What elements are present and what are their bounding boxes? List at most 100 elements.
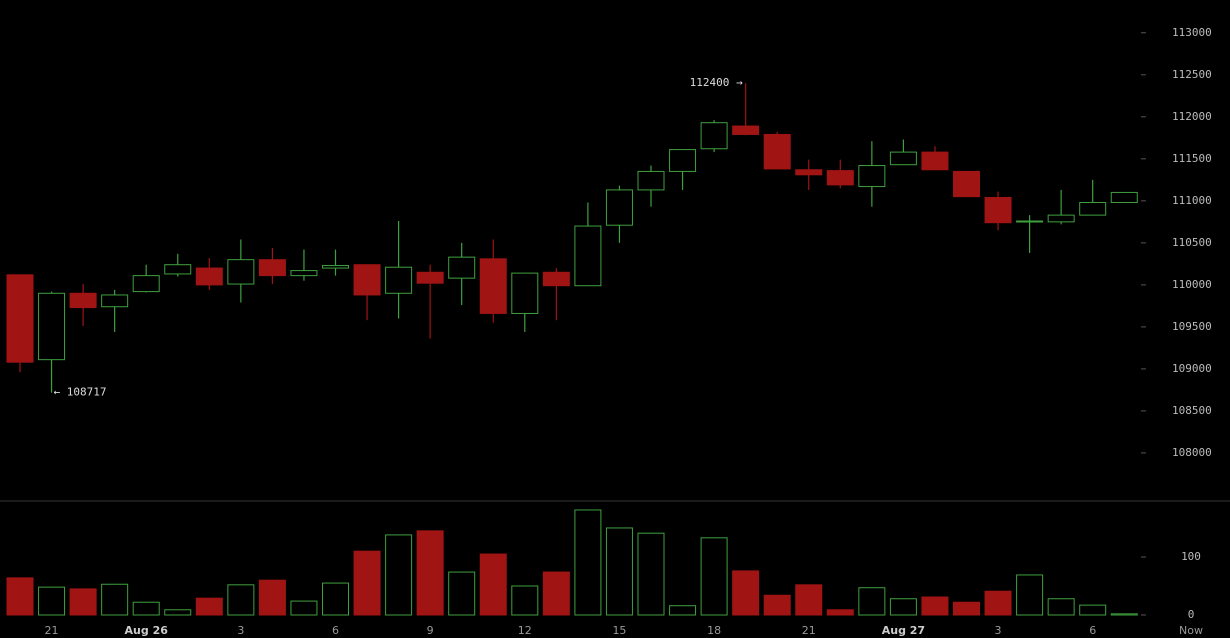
volume-bar: [826, 609, 854, 616]
volume-bar: [858, 587, 886, 616]
volume-bar: [669, 605, 697, 616]
candle-body: [669, 149, 697, 172]
volume-bar: [479, 553, 507, 616]
y-tick-label: 109500: [1172, 320, 1212, 333]
candle-body: [416, 271, 444, 284]
y-tick-label: 108500: [1172, 404, 1212, 417]
volume-bar: [290, 600, 318, 616]
candle-body: [6, 274, 34, 363]
volume-bar: [6, 577, 34, 616]
candle-body: [195, 267, 223, 286]
candle-body: [1047, 214, 1075, 223]
volume-bar: [1016, 574, 1044, 616]
volume-bar: [605, 527, 633, 616]
volume-bar: [69, 588, 97, 616]
candle-body: [479, 258, 507, 314]
y-tick-label: 109000: [1172, 362, 1212, 375]
y-tick-label: 113000: [1172, 26, 1212, 39]
x-tick-label: 6: [1089, 624, 1096, 637]
volume-bar: [1110, 613, 1138, 616]
candle-body: [385, 266, 413, 294]
candle-body: [732, 125, 760, 135]
candle-body: [889, 151, 917, 166]
volume-bar: [132, 601, 160, 616]
volume-bar: [164, 609, 192, 616]
candle-body: [164, 264, 192, 275]
x-tick-label: Aug 26: [125, 624, 169, 637]
volume-bar: [195, 597, 223, 616]
candle-body: [763, 133, 791, 170]
volume-bar: [322, 582, 349, 616]
volume-bar: [763, 594, 791, 616]
volume-bar: [258, 579, 286, 616]
x-tick-label: 21: [45, 624, 59, 637]
y-tick-label: 112500: [1172, 68, 1212, 81]
candle-body: [700, 122, 728, 150]
candle-body: [132, 275, 160, 293]
x-tick-label: 18: [707, 624, 721, 637]
y-tick-label: 112000: [1172, 110, 1212, 123]
candle-body: [921, 151, 949, 171]
x-tick-label: Aug 27: [882, 624, 925, 637]
candle-body: [101, 294, 129, 308]
volume-bar: [700, 537, 728, 616]
candle-body: [984, 196, 1012, 224]
candle-body: [69, 292, 97, 309]
candle-body: [38, 292, 66, 361]
volume-bar: [448, 571, 476, 616]
volume-bar: [385, 534, 413, 616]
x-end-label: Now: [1179, 624, 1203, 637]
candle-body: [322, 265, 349, 269]
high-annotation: 112400 →: [690, 76, 743, 89]
candle-body: [353, 264, 381, 296]
candle-body: [637, 170, 665, 191]
volume-bar: [101, 583, 129, 616]
candle-body: [448, 256, 476, 279]
volume-bar: [795, 584, 823, 616]
volume-bar: [953, 601, 980, 616]
volume-bar: [732, 570, 760, 616]
volume-tick-label: 100: [1181, 550, 1201, 563]
y-tick-label: 111500: [1172, 152, 1212, 165]
x-tick-label: 6: [332, 624, 339, 637]
candle-body: [826, 170, 854, 186]
volume-bar: [542, 571, 570, 616]
candle-body: [574, 225, 602, 287]
volume-bar: [637, 532, 665, 616]
candle-body: [1079, 202, 1107, 216]
candle-body: [1110, 191, 1138, 204]
candle-body: [511, 272, 539, 314]
volume-bar: [353, 550, 381, 616]
candle-body: [605, 189, 633, 226]
x-tick-label: 15: [612, 624, 626, 637]
candle-body: [795, 169, 823, 176]
x-tick-label: 9: [427, 624, 434, 637]
candle-body: [258, 259, 286, 277]
volume-bar: [984, 590, 1012, 616]
x-tick-label: 12: [518, 624, 532, 637]
y-tick-label: 110500: [1172, 236, 1212, 249]
candle-body: [227, 259, 255, 285]
x-tick-label: 3: [995, 624, 1002, 637]
candle-body: [858, 165, 886, 188]
candle-body: [542, 271, 570, 287]
candle-body: [290, 270, 318, 277]
candle-body: [953, 170, 980, 198]
y-tick-label: 110000: [1172, 278, 1212, 291]
y-tick-label: 108000: [1172, 446, 1212, 459]
y-tick-label: 111000: [1172, 194, 1212, 207]
volume-bar: [889, 598, 917, 616]
volume-bar: [511, 585, 539, 616]
x-tick-label: 3: [237, 624, 244, 637]
volume-bar: [1079, 604, 1107, 616]
volume-tick-label: 0: [1188, 608, 1195, 621]
volume-bar: [574, 509, 602, 616]
low-annotation: ← 108717: [54, 386, 107, 399]
volume-bar: [416, 530, 444, 616]
candle-body: [1016, 220, 1044, 223]
x-tick-label: 21: [802, 624, 816, 637]
volume-bar: [38, 586, 66, 616]
volume-bar: [1047, 598, 1075, 616]
